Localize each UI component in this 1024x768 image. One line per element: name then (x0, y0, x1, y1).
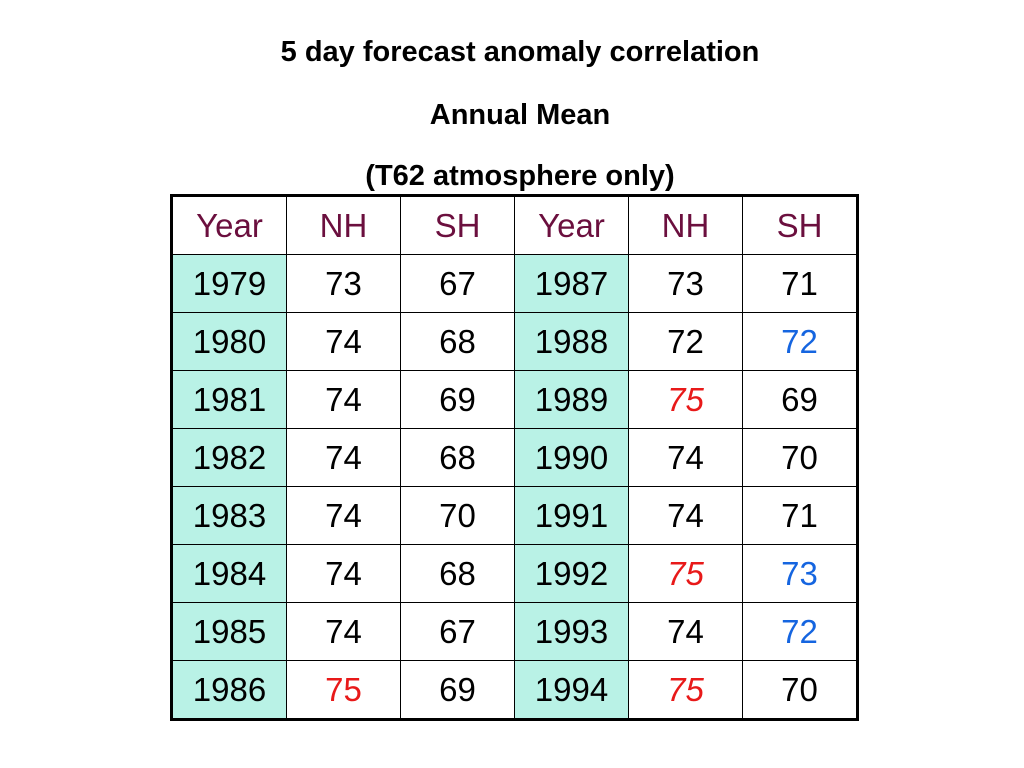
year-cell: 1994 (514, 660, 629, 720)
nh-cell: 75 (286, 660, 401, 720)
sh-cell: 70 (742, 428, 858, 487)
nh-cell: 75 (628, 544, 743, 603)
table-row: 1982 74 68 1990 74 70 (171, 428, 858, 487)
page-title: 5 day forecast anomaly correlation (280, 36, 760, 68)
sh-cell: 69 (400, 660, 515, 720)
year-cell: 1990 (514, 428, 629, 487)
nh-cell: 74 (628, 428, 743, 487)
year-cell: 1989 (514, 370, 629, 429)
year-cell: 1984 (171, 544, 287, 603)
column-header: SH (742, 195, 858, 255)
sh-cell: 71 (742, 254, 858, 313)
table-row: 1983 74 70 1991 74 71 (171, 486, 858, 545)
nh-cell: 74 (286, 312, 401, 371)
nh-cell: 74 (286, 602, 401, 661)
year-cell: 1987 (514, 254, 629, 313)
year-cell: 1982 (171, 428, 287, 487)
nh-cell: 74 (628, 602, 743, 661)
nh-cell: 73 (286, 254, 401, 313)
table-header-row: Year NH SH Year NH SH (171, 195, 858, 255)
sh-cell: 70 (742, 660, 858, 720)
sh-cell: 69 (400, 370, 515, 429)
nh-cell: 74 (286, 370, 401, 429)
table-row: 1986 75 69 1994 75 70 (171, 660, 858, 720)
nh-cell: 74 (286, 486, 401, 545)
nh-cell: 73 (628, 254, 743, 313)
nh-cell: 74 (286, 428, 401, 487)
column-header: Year (514, 195, 629, 255)
table-body: 1979 73 67 1987 73 71 1980 74 68 1988 72 72 1981 74 69… (171, 254, 858, 720)
column-header: NH (286, 195, 401, 255)
sh-cell: 68 (400, 428, 515, 487)
sh-cell: 73 (742, 544, 858, 603)
year-cell: 1993 (514, 602, 629, 661)
page-subtitle-note: (T62 atmosphere only) (365, 160, 675, 192)
sh-cell: 68 (400, 544, 515, 603)
year-cell: 1980 (171, 312, 287, 371)
nh-cell: 74 (628, 486, 743, 545)
nh-cell: 72 (628, 312, 743, 371)
column-header: NH (628, 195, 743, 255)
table-row: 1980 74 68 1988 72 72 (171, 312, 858, 371)
table-row: 1984 74 68 1992 75 73 (171, 544, 858, 603)
year-cell: 1991 (514, 486, 629, 545)
nh-cell: 74 (286, 544, 401, 603)
nh-cell: 75 (628, 660, 743, 720)
column-header: Year (171, 195, 287, 255)
table-row: 1981 74 69 1989 75 69 (171, 370, 858, 429)
nh-cell: 75 (628, 370, 743, 429)
year-cell: 1986 (171, 660, 287, 720)
sh-cell: 67 (400, 254, 515, 313)
sh-cell: 69 (742, 370, 858, 429)
year-cell: 1983 (171, 486, 287, 545)
page-subtitle: Annual Mean (429, 99, 611, 131)
sh-cell: 72 (742, 602, 858, 661)
year-cell: 1992 (514, 544, 629, 603)
sh-cell: 72 (742, 312, 858, 371)
year-cell: 1988 (514, 312, 629, 371)
correlation-table: Year NH SH Year NH SH 1979 73 67 1987 73 71 19… (170, 194, 859, 721)
sh-cell: 71 (742, 486, 858, 545)
table-row: 1985 74 67 1993 74 72 (171, 602, 858, 661)
year-cell: 1985 (171, 602, 287, 661)
sh-cell: 67 (400, 602, 515, 661)
year-cell: 1979 (171, 254, 287, 313)
year-cell: 1981 (171, 370, 287, 429)
table-row: 1979 73 67 1987 73 71 (171, 254, 858, 313)
column-header: SH (400, 195, 515, 255)
sh-cell: 70 (400, 486, 515, 545)
sh-cell: 68 (400, 312, 515, 371)
